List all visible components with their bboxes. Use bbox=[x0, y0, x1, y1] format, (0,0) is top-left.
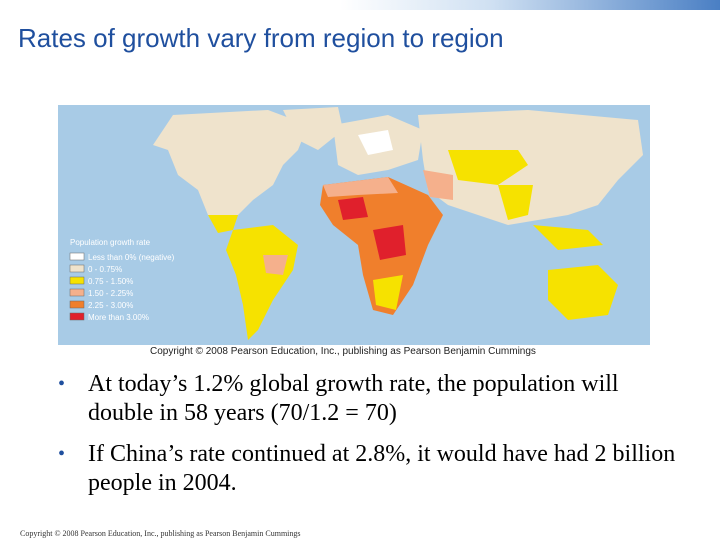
bullet-marker: • bbox=[58, 443, 66, 465]
africa-high bbox=[338, 197, 368, 220]
south-america bbox=[226, 225, 298, 340]
bullet-item: • At today’s 1.2% global growth rate, the… bbox=[58, 370, 678, 428]
africa-high bbox=[373, 225, 406, 260]
legend-swatch bbox=[69, 276, 85, 285]
bullet-item: • If China’s rate continued at 2.8%, it w… bbox=[58, 440, 678, 498]
southeast-asia bbox=[533, 225, 603, 250]
slide-title: Rates of growth vary from region to regi… bbox=[18, 23, 504, 53]
middle-east bbox=[423, 170, 453, 200]
legend-title: Population growth rate bbox=[70, 238, 151, 247]
legend-swatch bbox=[69, 312, 85, 321]
bullet-text: If China’s rate continued at 2.8%, it wo… bbox=[88, 441, 676, 496]
world-map: Population growth rate Less than 0% (neg… bbox=[58, 105, 650, 345]
bullet-text: At today’s 1.2% global growth rate, the … bbox=[88, 371, 619, 426]
north-america bbox=[153, 110, 308, 230]
legend-swatch bbox=[69, 300, 85, 309]
central-america bbox=[208, 215, 238, 233]
footer: Copyright © 2008 Pearson Education, Inc.… bbox=[20, 529, 301, 538]
north-africa bbox=[323, 177, 398, 197]
bullet-marker: • bbox=[58, 373, 66, 395]
europe-negative bbox=[358, 130, 393, 155]
legend-label: Less than 0% (negative) bbox=[88, 253, 175, 262]
south-africa bbox=[373, 275, 403, 310]
legend-label: 1.50 - 2.25% bbox=[88, 289, 133, 298]
south-asia bbox=[498, 185, 533, 220]
legend-label: 0 - 0.75% bbox=[88, 265, 122, 274]
legend-label: 0.75 - 1.50% bbox=[88, 277, 133, 286]
legend-swatch bbox=[69, 252, 85, 261]
map-legend: Population growth rate Less than 0% (neg… bbox=[69, 238, 175, 322]
australia bbox=[548, 265, 618, 320]
legend-swatch bbox=[69, 288, 85, 297]
legend-swatch bbox=[69, 264, 85, 273]
map-caption: Copyright © 2008 Pearson Education, Inc.… bbox=[150, 346, 536, 357]
top-bar bbox=[340, 0, 720, 10]
legend-label: More than 3.00% bbox=[88, 313, 149, 322]
bullet-list: • At today’s 1.2% global growth rate, the… bbox=[58, 370, 678, 510]
legend-label: 2.25 - 3.00% bbox=[88, 301, 133, 310]
greenland bbox=[283, 107, 343, 150]
asia bbox=[418, 110, 643, 225]
central-asia bbox=[448, 150, 528, 185]
south-america-region bbox=[263, 255, 288, 275]
